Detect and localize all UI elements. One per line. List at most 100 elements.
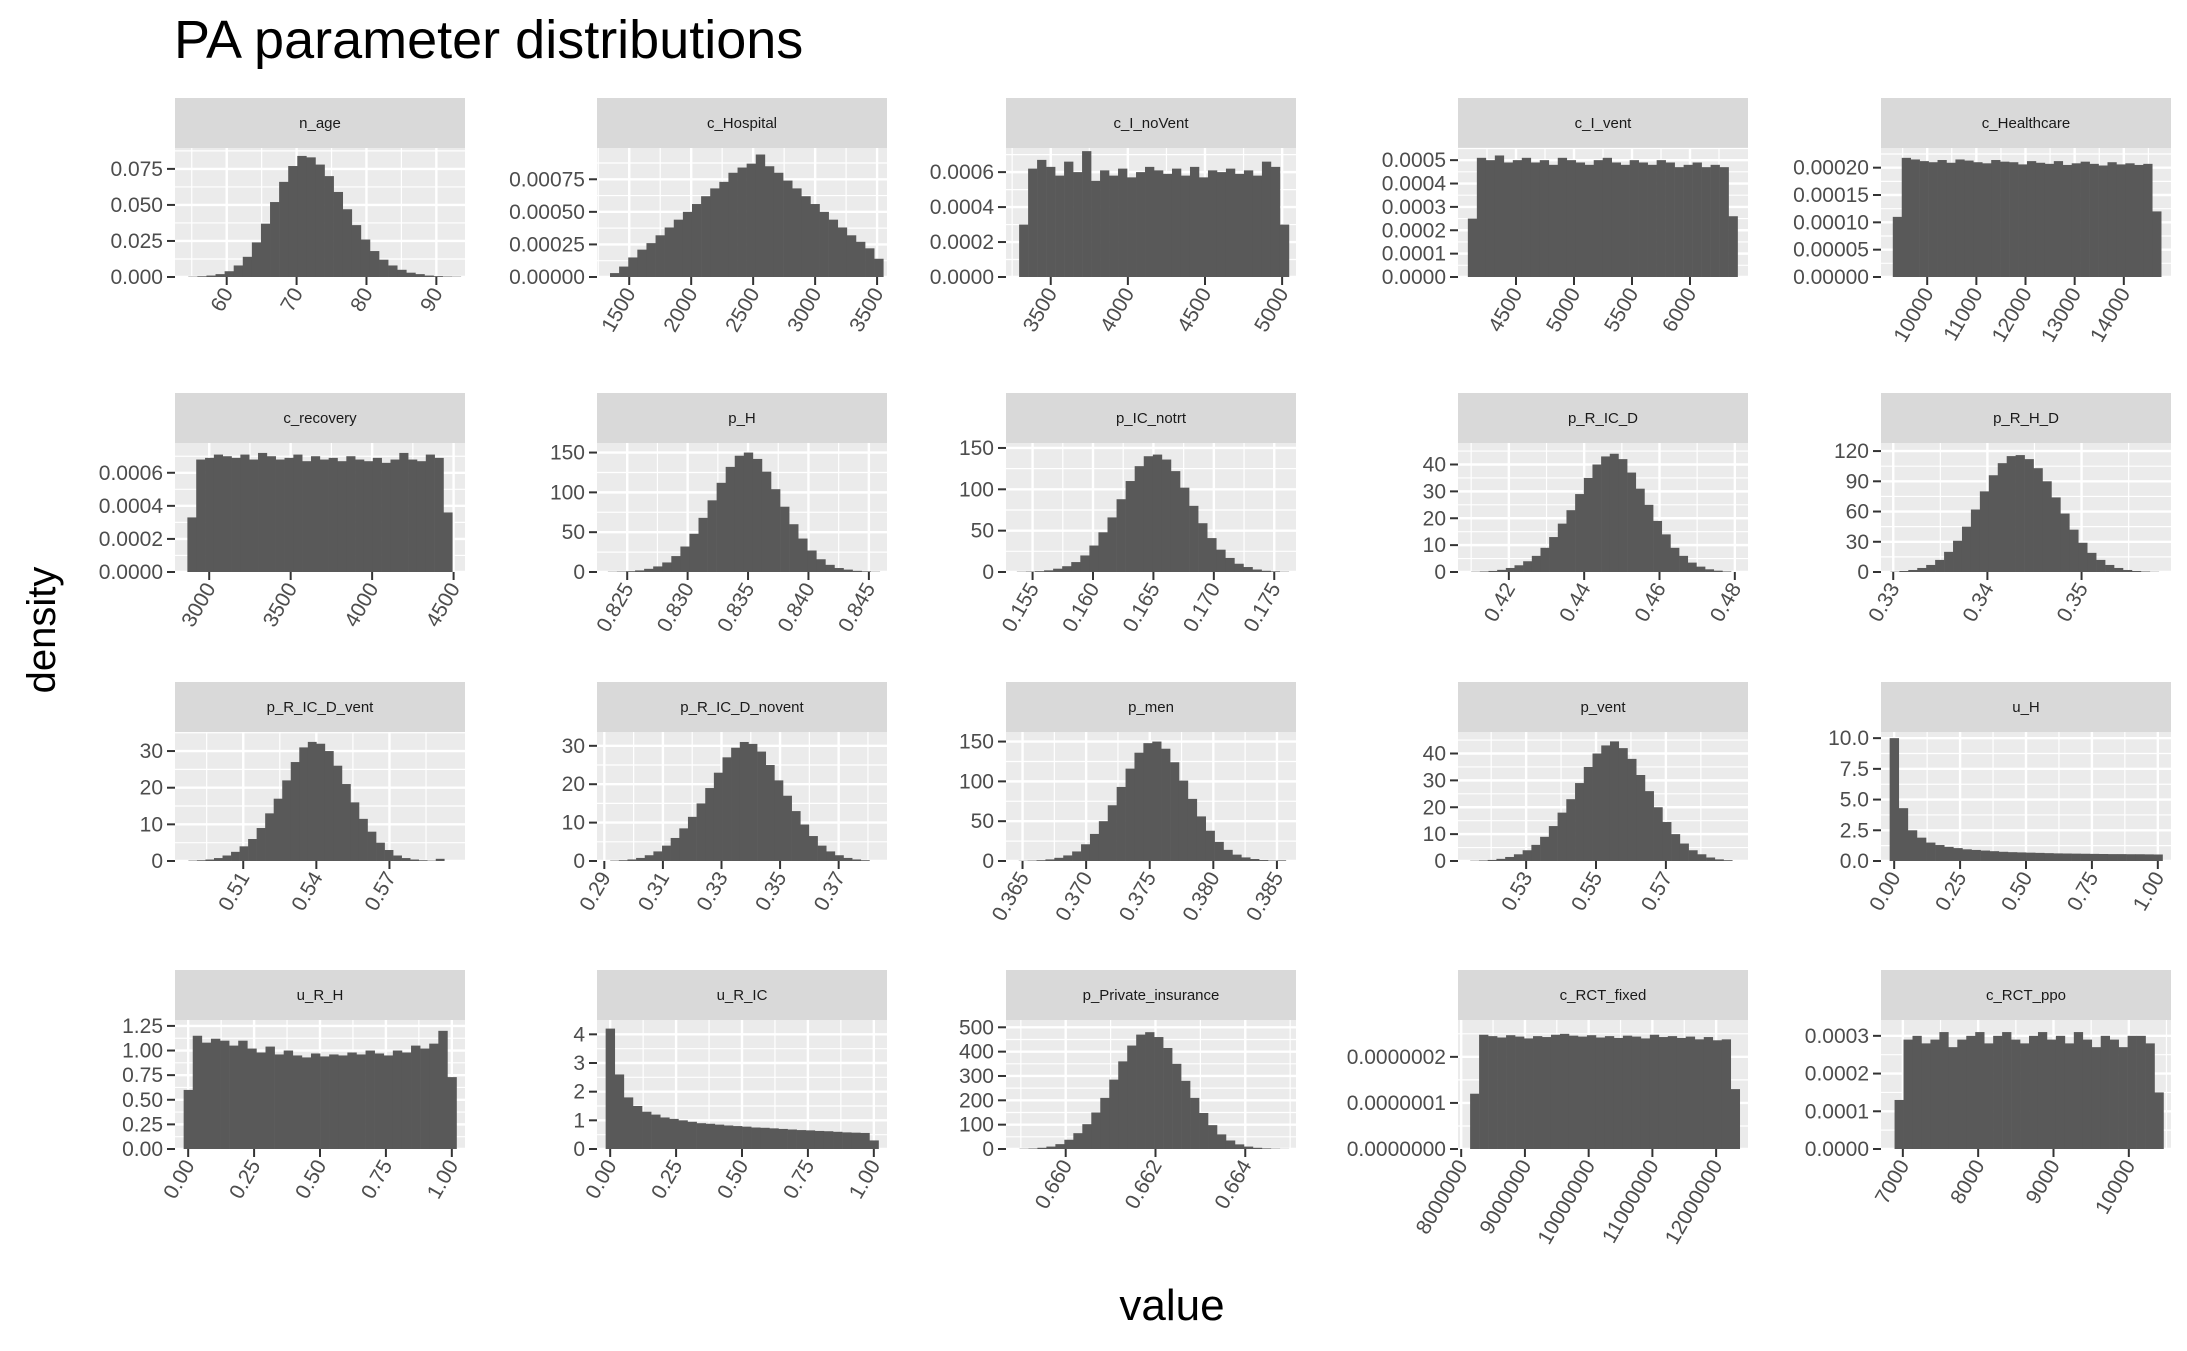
histogram-bar — [869, 1140, 879, 1149]
histogram-bar — [1622, 1035, 1633, 1149]
y-tick-label: 0.0005 — [1382, 149, 1446, 172]
histogram-bar — [1601, 745, 1611, 861]
histogram-bar — [816, 559, 826, 572]
x-tick-label: 12000 — [1988, 284, 2037, 346]
facet-strip — [1881, 970, 2171, 1020]
facet-strip-label: c_Healthcare — [1982, 115, 2070, 132]
histogram-bar — [1971, 849, 1981, 861]
histogram-bar — [1540, 836, 1550, 861]
facet-strip — [597, 98, 887, 148]
histogram-bar — [292, 1055, 303, 1149]
histogram-bar — [1583, 477, 1593, 572]
histogram-bar — [1127, 1045, 1137, 1149]
histogram-bar — [333, 765, 343, 861]
histogram-bar — [1252, 569, 1262, 572]
histogram-bar — [282, 780, 292, 861]
histogram-bar — [1243, 567, 1253, 572]
y-tick-label: 0 — [982, 1138, 994, 1161]
histogram-bar — [1487, 859, 1497, 861]
x-tick-label: 0.50 — [291, 1156, 331, 1203]
histogram-bar — [1478, 860, 1488, 861]
histogram-bar — [1214, 841, 1224, 861]
histogram-bar — [732, 1126, 743, 1149]
histogram-bar — [1107, 805, 1117, 861]
histogram-bar — [1566, 510, 1576, 572]
histogram-bar — [1172, 1063, 1182, 1149]
histogram-bar — [393, 855, 402, 861]
y-tick-label: 20 — [140, 777, 163, 800]
histogram-bar — [1107, 517, 1117, 572]
histogram-bar — [1694, 1039, 1705, 1149]
facet-strip — [597, 393, 887, 443]
histogram-bar — [2126, 854, 2136, 861]
histogram-bar — [1640, 1038, 1651, 1149]
y-tick-label: 10.0 — [1828, 727, 1869, 750]
histogram-bar — [358, 818, 368, 861]
histogram-bar — [2136, 1035, 2146, 1149]
histogram-bar — [328, 457, 338, 572]
x-tick-label: 11000000 — [1598, 1156, 1664, 1247]
histogram-bar — [2105, 564, 2115, 572]
histogram-bar — [1982, 163, 1992, 277]
y-tick-label: 0.0001 — [1382, 243, 1446, 266]
histogram-bar — [739, 741, 749, 861]
x-tick-label: 0.664 — [1210, 1156, 1256, 1213]
histogram-bar — [752, 458, 763, 572]
y-tick-label: 1.25 — [122, 1015, 163, 1038]
x-tick-label: 8000 — [1946, 1156, 1989, 1208]
y-tick-label: 0.00010 — [1793, 211, 1869, 234]
histogram-bar — [1679, 555, 1689, 572]
facet-strip — [597, 970, 887, 1020]
histogram-bar — [183, 1089, 194, 1149]
histogram-bar — [1944, 846, 1954, 861]
y-tick-label: 30 — [1423, 769, 1446, 792]
y-tick-label: 0.0004 — [930, 196, 995, 219]
facet-strip — [1458, 682, 1748, 732]
histogram-bar — [789, 524, 799, 572]
histogram-bar — [748, 743, 758, 861]
histogram-bar — [1270, 166, 1281, 277]
x-tick-label: 0.75 — [2063, 868, 2103, 915]
histogram-bar — [251, 242, 262, 277]
histogram-bar — [213, 858, 223, 861]
histogram-bar — [1118, 1061, 1128, 1149]
x-tick-label: 4500 — [1173, 284, 1216, 336]
histogram-bar — [1989, 851, 2000, 861]
histogram-bar — [306, 157, 316, 277]
histogram-bar — [1062, 566, 1072, 572]
y-tick-label: 300 — [959, 1065, 994, 1088]
histogram-bar — [757, 751, 767, 861]
histogram-bar — [1627, 758, 1637, 861]
histogram-bar — [2143, 163, 2153, 277]
x-tick-label: 0.34 — [1958, 579, 1999, 626]
histogram-bar — [626, 571, 636, 572]
histogram-bar — [1683, 164, 1693, 277]
x-tick-label: 0.155 — [998, 579, 1044, 636]
histogram-bar — [2046, 1039, 2057, 1149]
histogram-bar — [415, 274, 425, 277]
histogram-bar — [260, 223, 271, 277]
histogram-bar — [632, 1106, 643, 1149]
histogram-bar — [1559, 1033, 1570, 1149]
facet-panel-p_R_IC_D_vent: p_R_IC_D_vent 0 10 20 30 0.51 0.54 0.57 — [140, 682, 465, 915]
x-tick-label: 0.662 — [1121, 1156, 1167, 1213]
y-tick-label: 0.0006 — [99, 462, 163, 485]
histogram-bar — [1899, 570, 1909, 572]
y-tick-label: 30 — [562, 735, 585, 758]
histogram-bar — [231, 457, 241, 572]
histogram-bar — [682, 211, 693, 277]
histogram-bar — [338, 1055, 348, 1149]
y-tick-label: 0 — [1434, 561, 1446, 584]
x-tick-label: 0.835 — [713, 579, 759, 636]
histogram-bar — [662, 562, 672, 572]
histogram-bar — [1671, 834, 1681, 861]
histogram-bar — [435, 858, 445, 861]
histogram-bar — [1889, 738, 1900, 861]
histogram-bar — [1063, 855, 1073, 861]
histogram-bar — [1635, 488, 1645, 572]
y-tick-label: 0.0000 — [1382, 266, 1446, 289]
histogram-bar — [833, 1131, 843, 1149]
histogram-bar — [1957, 1039, 1967, 1149]
histogram-bar — [618, 860, 628, 861]
histogram-bar — [401, 858, 411, 861]
